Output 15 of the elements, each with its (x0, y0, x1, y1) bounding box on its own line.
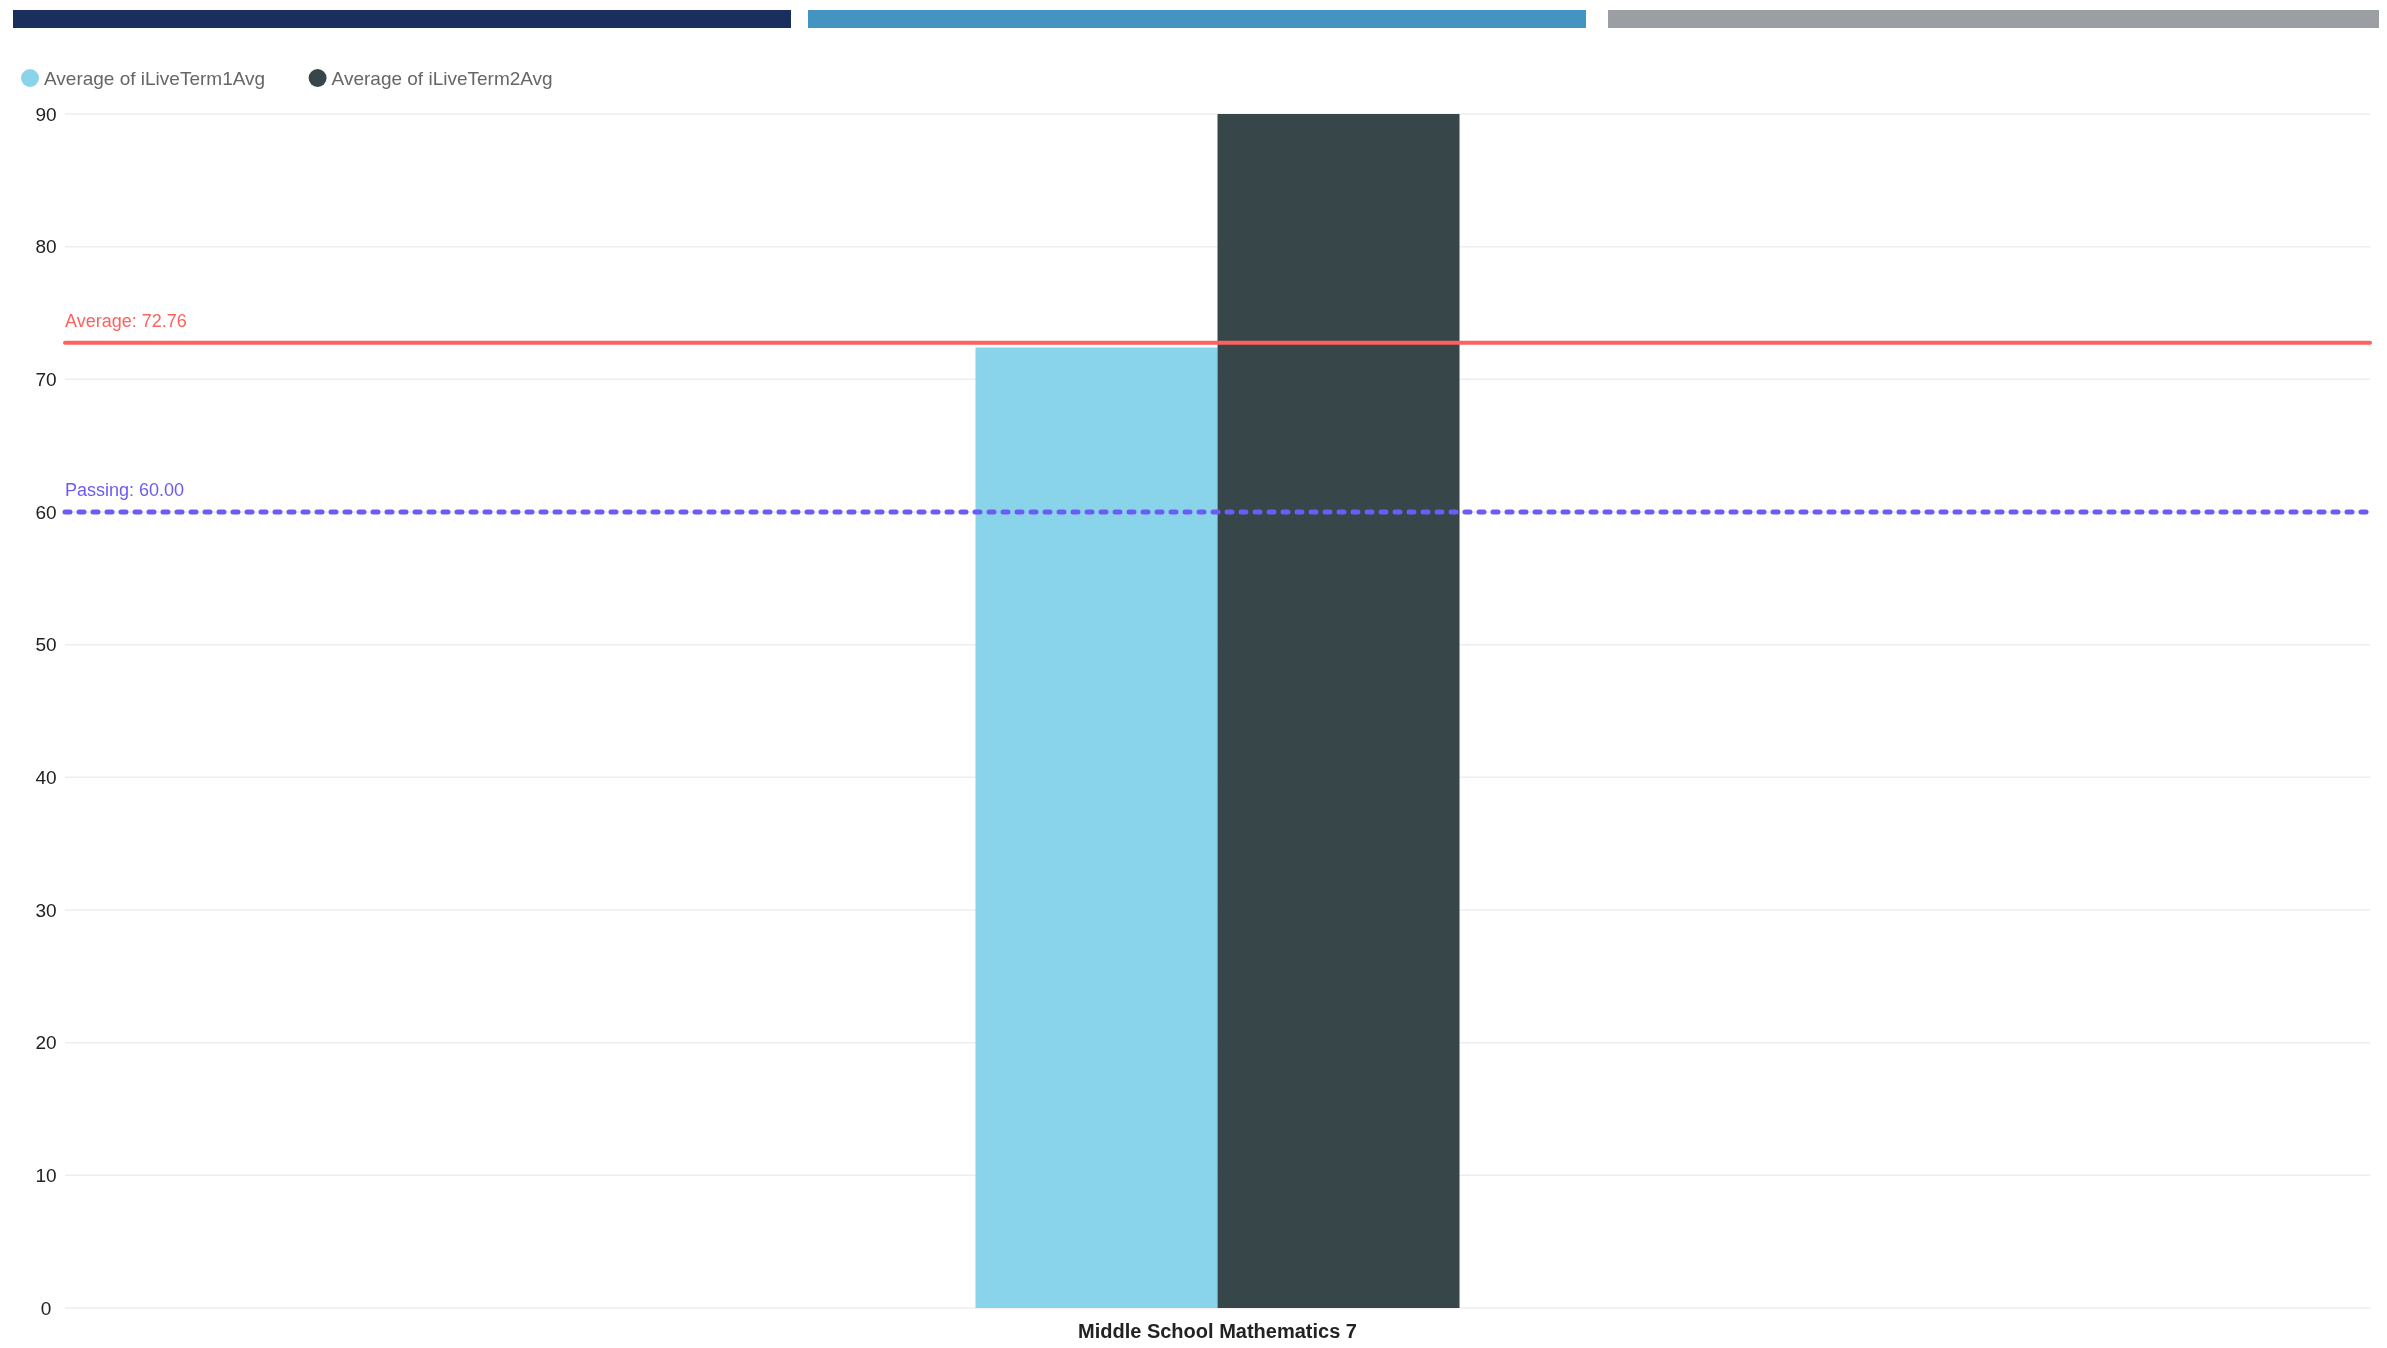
y-tick-label: 90 (35, 103, 57, 125)
ref-line-label: Average: 72.76 (65, 310, 187, 331)
legend-label: Average of iLiveTerm2Avg (331, 68, 553, 89)
y-tick-label: 50 (35, 634, 57, 656)
y-tick-label: 10 (35, 1164, 57, 1186)
y-tick-label: 80 (35, 236, 57, 258)
y-tick-label: 60 (35, 501, 57, 523)
y-tick-label: 0 (40, 1297, 52, 1319)
x-tick-label: Middle School Mathematics 7 (1078, 1320, 1357, 1342)
y-tick-label: 20 (35, 1032, 57, 1054)
y-tick-label: 30 (35, 899, 57, 921)
y-tick-label: 70 (35, 368, 57, 390)
ref-line-label: Passing: 60.00 (65, 480, 185, 500)
y-tick-label: 40 (35, 766, 57, 788)
legend-label: Average of iLiveTerm1Avg (44, 68, 266, 89)
